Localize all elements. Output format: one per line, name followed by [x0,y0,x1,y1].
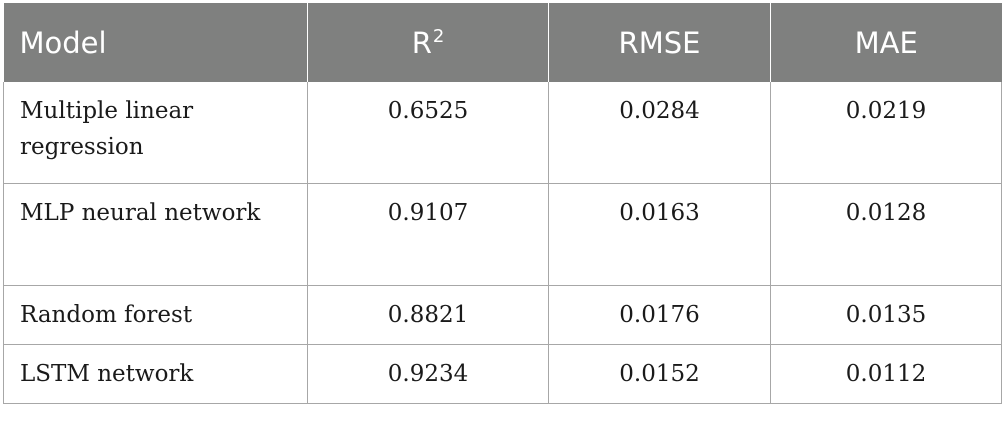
cell-model-text: LSTM network [20,361,194,387]
cell-rmse: 0.0176 [548,285,771,345]
header-r2: R2 [307,3,549,82]
cell-model-text: Multiple linear regression [20,98,194,160]
cell-rmse: 0.0163 [548,183,771,286]
cell-mae: 0.0112 [770,344,1002,404]
header-r2-superscript: 2 [432,25,445,47]
table-row: Random forest 0.8821 0.0176 0.0135 [3,285,1002,345]
cell-mae: 0.0135 [770,285,1002,345]
cell-mae-text: 0.0128 [845,200,927,226]
table-body: Multiple linear regression 0.6525 0.0284… [3,82,1002,404]
table-header: Model R2 RMSE MAE [3,3,1002,82]
cell-r2: 0.9234 [307,344,549,404]
cell-r2: 0.9107 [307,183,549,286]
cell-r2-text: 0.9234 [387,361,469,387]
cell-model: Random forest [3,285,308,345]
cell-model-text: Random forest [20,302,193,328]
table-row: LSTM network 0.9234 0.0152 0.0112 [3,344,1002,404]
cell-mae: 0.0219 [770,82,1002,184]
model-metrics-table: Model R2 RMSE MAE Multiple linear regres… [3,3,1002,404]
table-row: Multiple linear regression 0.6525 0.0284… [3,82,1002,184]
header-row: Model R2 RMSE MAE [3,3,1002,82]
cell-model: MLP neural network [3,183,308,286]
results-table-container: Model R2 RMSE MAE Multiple linear regres… [3,3,1002,404]
cell-model: Multiple linear regression [3,82,308,184]
cell-r2-text: 0.8821 [387,302,469,328]
cell-mae-text: 0.0112 [845,361,927,387]
cell-r2-text: 0.6525 [387,98,469,124]
table-row: MLP neural network 0.9107 0.0163 0.0128 [3,183,1002,286]
cell-rmse: 0.0152 [548,344,771,404]
cell-mae: 0.0128 [770,183,1002,286]
cell-r2: 0.6525 [307,82,549,184]
cell-rmse: 0.0284 [548,82,771,184]
cell-mae-text: 0.0135 [845,302,927,328]
cell-rmse-text: 0.0284 [619,98,700,124]
cell-r2: 0.8821 [307,285,549,345]
cell-rmse-text: 0.0163 [619,200,700,226]
header-model: Model [3,3,308,82]
cell-r2-text: 0.9107 [387,200,469,226]
header-mae: MAE [770,3,1002,82]
cell-model-text: MLP neural network [20,200,261,226]
cell-rmse-text: 0.0176 [619,302,700,328]
header-r2-base: R [411,25,432,60]
header-rmse: RMSE [548,3,771,82]
cell-mae-text: 0.0219 [845,98,927,124]
cell-rmse-text: 0.0152 [619,361,700,387]
cell-model: LSTM network [3,344,308,404]
